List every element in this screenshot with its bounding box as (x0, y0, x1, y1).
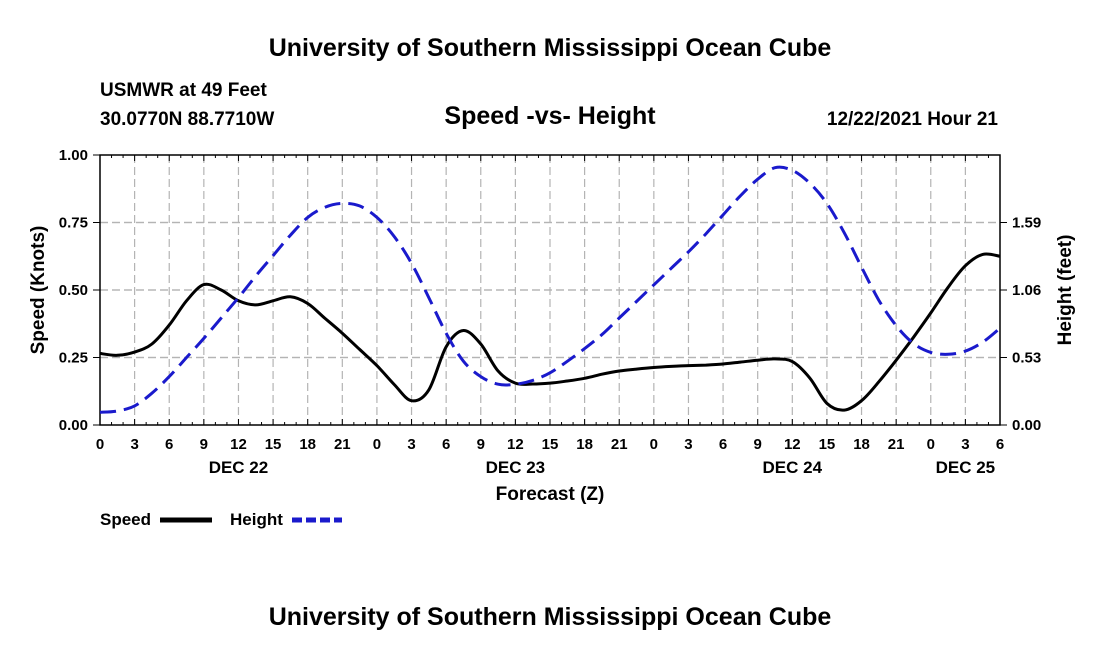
y-right-tick-label: 1.59 (1012, 215, 1041, 232)
x-tick-label: 18 (299, 436, 316, 453)
y-left-tick-label: 1.00 (59, 147, 88, 164)
day-label: DEC 23 (486, 458, 546, 477)
day-label: DEC 25 (936, 458, 996, 477)
x-tick-label: 21 (888, 436, 905, 453)
x-tick-label: 6 (165, 436, 173, 453)
y-right-tick-label: 0.00 (1012, 417, 1041, 434)
x-tick-label: 3 (961, 436, 969, 453)
x-tick-label: 15 (265, 436, 282, 453)
x-tick-label: 18 (853, 436, 870, 453)
y-left-tick-label: 0.75 (59, 215, 88, 232)
legend-height-label: Height (230, 510, 283, 529)
x-tick-label: 0 (373, 436, 381, 453)
x-tick-label: 9 (200, 436, 208, 453)
y-left-tick-label: 0.25 (59, 350, 88, 367)
coords-label: 30.0770N 88.7710W (100, 109, 274, 130)
x-tick-label: 12 (784, 436, 801, 453)
x-tick-label: 0 (650, 436, 658, 453)
axis-ticks: 0 3 6 9 12 15 18 21 0 3 6 9 12 15 18 21 0 3 6 9 12 15 18 21 0 3 6D… (59, 147, 1041, 477)
x-tick-label: 18 (576, 436, 593, 453)
x-tick-label: 3 (407, 436, 415, 453)
height-line (99, 165, 1001, 414)
y-right-tick-label: 1.06 (1012, 282, 1041, 299)
x-tick-label: 12 (230, 436, 247, 453)
legend-speed-label: Speed (100, 510, 151, 529)
y-left-tick-label: 0.50 (59, 282, 88, 299)
x-tick-label: 0 (96, 436, 104, 453)
x-tick-label: 6 (996, 436, 1004, 453)
chart-title: Speed -vs- Height (444, 102, 656, 130)
x-tick-label: 9 (477, 436, 485, 453)
y-axis-right-label: Height (feet) (1055, 235, 1076, 346)
y-axis-left-label: Speed (Knots) (28, 226, 49, 355)
x-tick-label: 0 (927, 436, 935, 453)
x-tick-label: 3 (684, 436, 692, 453)
x-tick-label: 9 (754, 436, 762, 453)
speed-line (99, 252, 1001, 412)
grid (100, 155, 1000, 425)
x-tick-label: 6 (719, 436, 727, 453)
station-label: USMWR at 49 Feet (100, 80, 267, 101)
legend: Speed Height (100, 510, 342, 529)
title-bottom: University of Southern Mississippi Ocean… (269, 603, 832, 631)
day-label: DEC 24 (763, 458, 823, 477)
x-tick-label: 12 (507, 436, 524, 453)
timestamp-label: 12/22/2021 Hour 21 (827, 109, 999, 130)
y-right-tick-label: 0.53 (1012, 350, 1041, 367)
x-tick-label: 6 (442, 436, 450, 453)
x-tick-label: 15 (542, 436, 559, 453)
y-left-tick-label: 0.00 (59, 417, 88, 434)
day-label: DEC 22 (209, 458, 269, 477)
x-tick-label: 15 (819, 436, 836, 453)
x-tick-label: 3 (130, 436, 138, 453)
x-axis-label: Forecast (Z) (496, 484, 605, 505)
title-top: University of Southern Mississippi Ocean… (269, 34, 832, 62)
x-tick-label: 21 (334, 436, 351, 453)
x-tick-label: 21 (611, 436, 628, 453)
